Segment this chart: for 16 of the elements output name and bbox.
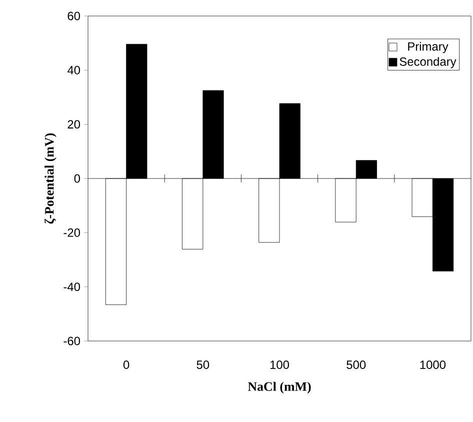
legend-label: Secondary: [400, 57, 456, 68]
y-axis-title: ζ-Potential (mV): [44, 133, 56, 224]
y-tick-label: 40: [67, 66, 80, 74]
y-tick-label: 60: [68, 12, 80, 20]
y-tick-label: -40: [64, 282, 80, 292]
y-tick-label: -60: [64, 336, 80, 346]
x-tick-label: 0: [123, 360, 130, 369]
x-tick-label: 100: [270, 360, 290, 369]
x-axis-title: NaCl (mM): [248, 382, 311, 394]
y-tick-label: 20: [68, 120, 80, 129]
x-tick-label: 1000: [420, 360, 446, 369]
x-tick-label: 500: [346, 360, 366, 369]
y-tick-label: 0: [74, 174, 80, 183]
y-tick-label: -20: [64, 228, 80, 237]
x-tick-label: 50: [196, 360, 210, 369]
legend-label: Primary: [408, 42, 448, 54]
